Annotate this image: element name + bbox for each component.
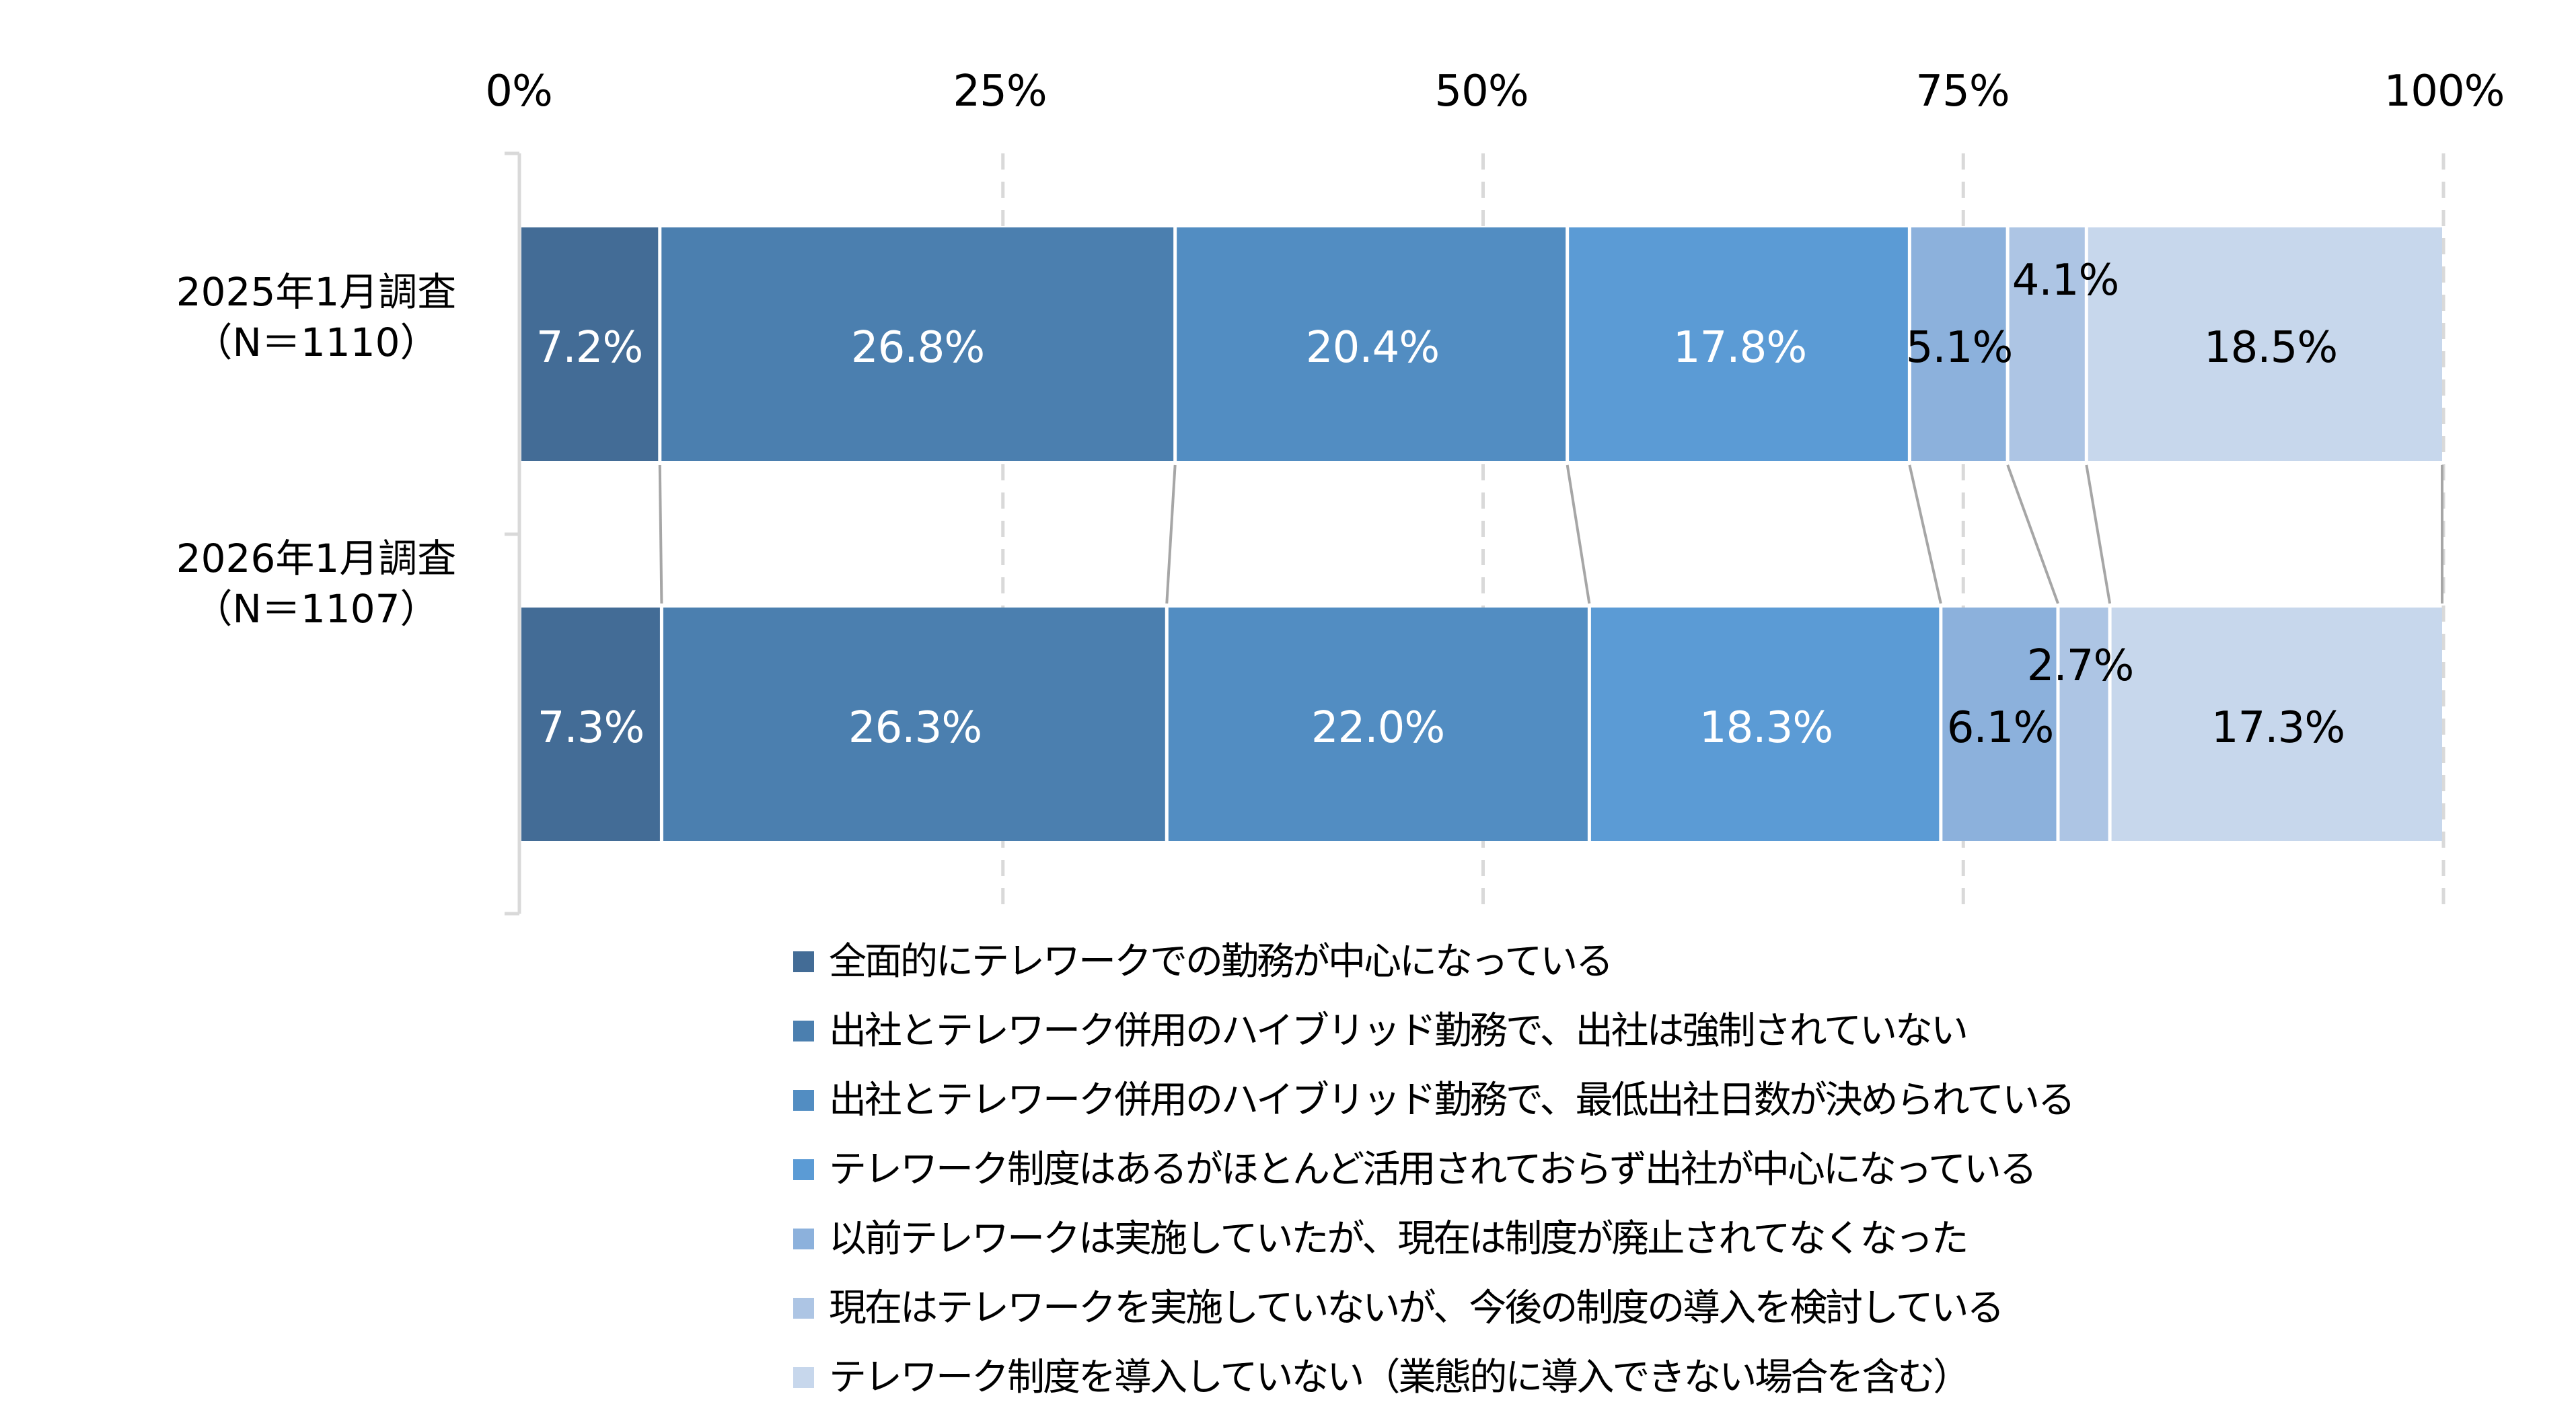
- data-label-2026-s5: 6.1%: [1946, 703, 2055, 753]
- bar-segment-1-4: [1942, 608, 2057, 841]
- legend-square-icon: [793, 951, 814, 972]
- series-line-3: [1566, 464, 1591, 604]
- data-label-2026-s7: 17.3%: [2211, 703, 2345, 753]
- legend-label: テレワーク制度を導入していない（業態的に導入できない場合を含む）: [829, 1355, 1971, 1399]
- legend-label: テレワーク制度はあるがほとんど活用されておらず出社が中心になっている: [829, 1147, 2037, 1192]
- legend-square-icon: [793, 1159, 814, 1180]
- legend-item: テレワーク制度を導入していない（業態的に導入できない場合を含む）: [793, 1343, 2073, 1412]
- chart-legend: 全面的にテレワークでの勤務が中心になっている 出社とテレワーク併用のハイブリッド…: [793, 927, 2075, 1412]
- legend-square-icon: [793, 1298, 814, 1319]
- legend-label: 出社とテレワーク併用のハイブリッド勤務で、最低出社日数が決められている: [829, 1078, 2075, 1122]
- bar-segment-1-5: [2059, 608, 2108, 841]
- legend-item: 全面的にテレワークでの勤務が中心になっている: [793, 927, 2073, 996]
- data-label-2026-s1: 7.3%: [537, 703, 645, 753]
- data-label-2025-s2: 26.8%: [850, 323, 985, 373]
- data-label-2025-s6: 4.1%: [2012, 256, 2120, 305]
- series-line-5: [2006, 464, 2059, 604]
- x-axis-tick-100: 100%: [2384, 67, 2505, 116]
- x-axis-tick-25: 25%: [953, 67, 1047, 116]
- legend-item: 出社とテレワーク併用のハイブリッド勤務で、最低出社日数が決められている: [793, 1066, 2075, 1135]
- x-axis-tick-75: 75%: [1915, 67, 2010, 116]
- data-label-2025-s1: 7.2%: [536, 323, 644, 373]
- bar-segment-0-5: [2009, 227, 2085, 461]
- x-axis-tick-0: 0%: [485, 67, 553, 116]
- bar-segment-0-6: [2088, 227, 2442, 461]
- category-label-2025: 2025年1月調査: [176, 269, 457, 315]
- data-label-2025-s3: 20.4%: [1305, 323, 1440, 373]
- data-label-2025-s7: 18.5%: [2203, 323, 2338, 373]
- data-label-2026-s6: 2.7%: [2026, 641, 2135, 691]
- category-n-2025: （N＝1110）: [193, 320, 439, 365]
- data-label-2025-s5: 5.1%: [1905, 323, 2014, 373]
- legend-square-icon: [793, 1229, 814, 1249]
- data-label-2026-s2: 26.3%: [848, 703, 982, 753]
- legend-label: 全面的にテレワークでの勤務が中心になっている: [829, 939, 1613, 984]
- legend-item: 現在はテレワークを実施していないが、今後の制度の導入を検討している: [793, 1274, 2073, 1343]
- legend-item: テレワーク制度はあるがほとんど活用されておらず出社が中心になっている: [793, 1135, 2073, 1204]
- bar-segment-0-3: [1569, 227, 1908, 461]
- series-line-6: [2085, 464, 2112, 604]
- bar-segment-0-4: [1911, 227, 2006, 461]
- legend-label: 現在はテレワークを実施していないが、今後の制度の導入を検討している: [829, 1286, 2005, 1330]
- bar-segment-0-0: [521, 227, 659, 461]
- category-n-2026: （N＝1107）: [193, 586, 439, 632]
- bar-segment-1-0: [521, 608, 660, 841]
- bar-segment-1-3: [1590, 608, 1940, 841]
- legend-square-icon: [793, 1090, 814, 1111]
- bar-segment-1-6: [2111, 608, 2442, 841]
- legend-square-icon: [793, 1021, 814, 1041]
- bar-segment-1-2: [1168, 608, 1588, 841]
- legend-item: 出社とテレワーク併用のハイブリッド勤務で、出社は強制されていない: [793, 996, 2073, 1066]
- series-line-4: [1908, 464, 1942, 604]
- category-label-2026: 2026年1月調査: [176, 536, 457, 581]
- series-line-1: [658, 464, 663, 604]
- data-label-2026-s4: 18.3%: [1699, 703, 1833, 753]
- legend-label: 以前テレワークは実施していたが、現在は制度が廃止されてなくなった: [829, 1216, 1969, 1261]
- bar-segment-0-2: [1177, 227, 1566, 461]
- legend-label: 出社とテレワーク併用のハイブリッド勤務で、出社は強制されていない: [829, 1009, 1968, 1053]
- x-axis-tick-50: 50%: [1434, 67, 1529, 116]
- series-line-2: [1165, 464, 1177, 604]
- data-label-2026-s3: 22.0%: [1311, 703, 1445, 753]
- legend-square-icon: [793, 1367, 814, 1388]
- bar-segment-0-1: [661, 227, 1174, 461]
- legend-item: 以前テレワークは実施していたが、現在は制度が廃止されてなくなった: [793, 1204, 2073, 1274]
- bar-segment-1-1: [663, 608, 1165, 841]
- data-label-2025-s4: 17.8%: [1672, 323, 1807, 373]
